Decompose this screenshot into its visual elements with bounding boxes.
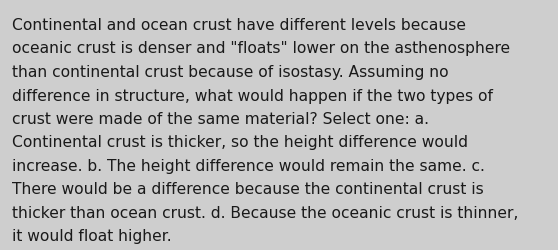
Text: crust were made of the same material? Select one: a.: crust were made of the same material? Se… [12,112,429,126]
Text: There would be a difference because the continental crust is: There would be a difference because the … [12,182,484,197]
Text: than continental crust because of isostasy. Assuming no: than continental crust because of isosta… [12,65,449,80]
Text: it would float higher.: it would float higher. [12,228,172,244]
Text: difference in structure, what would happen if the two types of: difference in structure, what would happ… [12,88,493,103]
Text: Continental crust is thicker, so the height difference would: Continental crust is thicker, so the hei… [12,135,468,150]
Text: thicker than ocean crust. d. Because the oceanic crust is thinner,: thicker than ocean crust. d. Because the… [12,205,518,220]
Text: Continental and ocean crust have different levels because: Continental and ocean crust have differe… [12,18,466,33]
Text: increase. b. The height difference would remain the same. c.: increase. b. The height difference would… [12,158,485,173]
Text: oceanic crust is denser and "floats" lower on the asthenosphere: oceanic crust is denser and "floats" low… [12,41,510,56]
